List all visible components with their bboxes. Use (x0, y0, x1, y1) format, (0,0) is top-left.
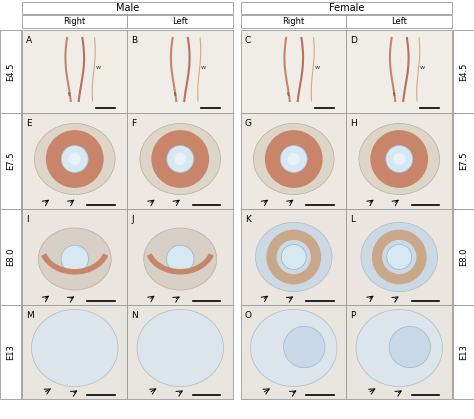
Circle shape (61, 145, 88, 173)
Bar (22, 209, 128, 305)
Text: w: w (314, 65, 319, 70)
Text: E: E (26, 119, 32, 128)
Bar (346, 209, 452, 305)
Bar (241, 113, 346, 209)
Bar (241, 30, 346, 113)
Text: I: I (26, 215, 28, 224)
Bar (128, 30, 233, 113)
Text: Right: Right (64, 17, 86, 26)
Ellipse shape (137, 310, 224, 387)
Bar (346, 30, 452, 113)
Bar (22, 30, 128, 113)
Ellipse shape (254, 124, 334, 194)
Circle shape (288, 153, 300, 165)
Circle shape (281, 245, 306, 269)
Bar (241, 15, 346, 28)
Text: D: D (350, 36, 357, 45)
Text: t: t (174, 92, 176, 97)
Bar (241, 209, 346, 305)
Text: Left: Left (173, 17, 188, 26)
Text: Left: Left (392, 17, 407, 26)
Bar (128, 113, 233, 209)
Circle shape (387, 245, 412, 269)
Text: O: O (245, 311, 252, 320)
Bar (346, 113, 452, 209)
Text: w: w (95, 65, 100, 70)
Text: t: t (68, 92, 71, 97)
Ellipse shape (140, 124, 220, 194)
Bar (453, 113, 474, 209)
Text: E4.5: E4.5 (6, 62, 15, 81)
Ellipse shape (359, 124, 439, 194)
Text: J: J (131, 215, 134, 224)
Text: t: t (287, 92, 290, 97)
Text: t: t (393, 92, 395, 97)
Text: L: L (350, 215, 356, 224)
Circle shape (389, 326, 430, 368)
Text: w: w (420, 65, 425, 70)
Ellipse shape (255, 222, 332, 292)
Text: E13: E13 (459, 344, 468, 360)
Bar (22, 305, 128, 399)
Text: E8.0: E8.0 (6, 248, 15, 266)
Circle shape (280, 145, 307, 173)
Ellipse shape (361, 222, 438, 292)
Text: A: A (26, 36, 32, 45)
Ellipse shape (144, 228, 217, 290)
Text: E7.5: E7.5 (459, 152, 468, 170)
Bar (128, 209, 233, 305)
Text: B: B (131, 36, 137, 45)
Text: E4.5: E4.5 (459, 62, 468, 81)
Bar (0, 209, 21, 305)
Text: Male: Male (116, 3, 139, 13)
Bar (241, 2, 452, 14)
Text: E13: E13 (6, 344, 15, 360)
Bar (453, 209, 474, 305)
Circle shape (69, 153, 81, 165)
Bar (453, 305, 474, 399)
Circle shape (167, 145, 194, 173)
Ellipse shape (35, 124, 115, 194)
Ellipse shape (356, 310, 443, 387)
Text: K: K (245, 215, 251, 224)
Circle shape (386, 145, 413, 173)
Circle shape (61, 245, 89, 273)
Circle shape (174, 153, 186, 165)
Bar (241, 305, 346, 399)
Bar (346, 15, 452, 28)
Bar (128, 305, 233, 399)
Text: Female: Female (329, 3, 364, 13)
Text: F: F (131, 119, 137, 128)
Text: G: G (245, 119, 252, 128)
Text: w: w (201, 65, 206, 70)
Text: H: H (350, 119, 357, 128)
Ellipse shape (31, 310, 118, 387)
Bar (0, 113, 21, 209)
Text: P: P (350, 311, 356, 320)
Bar (453, 30, 474, 113)
Bar (0, 305, 21, 399)
Bar (128, 15, 233, 28)
Text: M: M (26, 311, 34, 320)
Circle shape (166, 245, 194, 273)
Bar (22, 2, 233, 14)
Text: E7.5: E7.5 (6, 152, 15, 170)
Bar (22, 15, 128, 28)
Circle shape (393, 153, 405, 165)
Ellipse shape (250, 310, 337, 387)
Bar (0, 30, 21, 113)
Text: N: N (131, 311, 138, 320)
Text: C: C (245, 36, 251, 45)
Text: E8.0: E8.0 (459, 248, 468, 266)
Circle shape (283, 326, 325, 368)
Ellipse shape (38, 228, 111, 290)
Bar (22, 113, 128, 209)
Bar (346, 305, 452, 399)
Text: Right: Right (283, 17, 305, 26)
